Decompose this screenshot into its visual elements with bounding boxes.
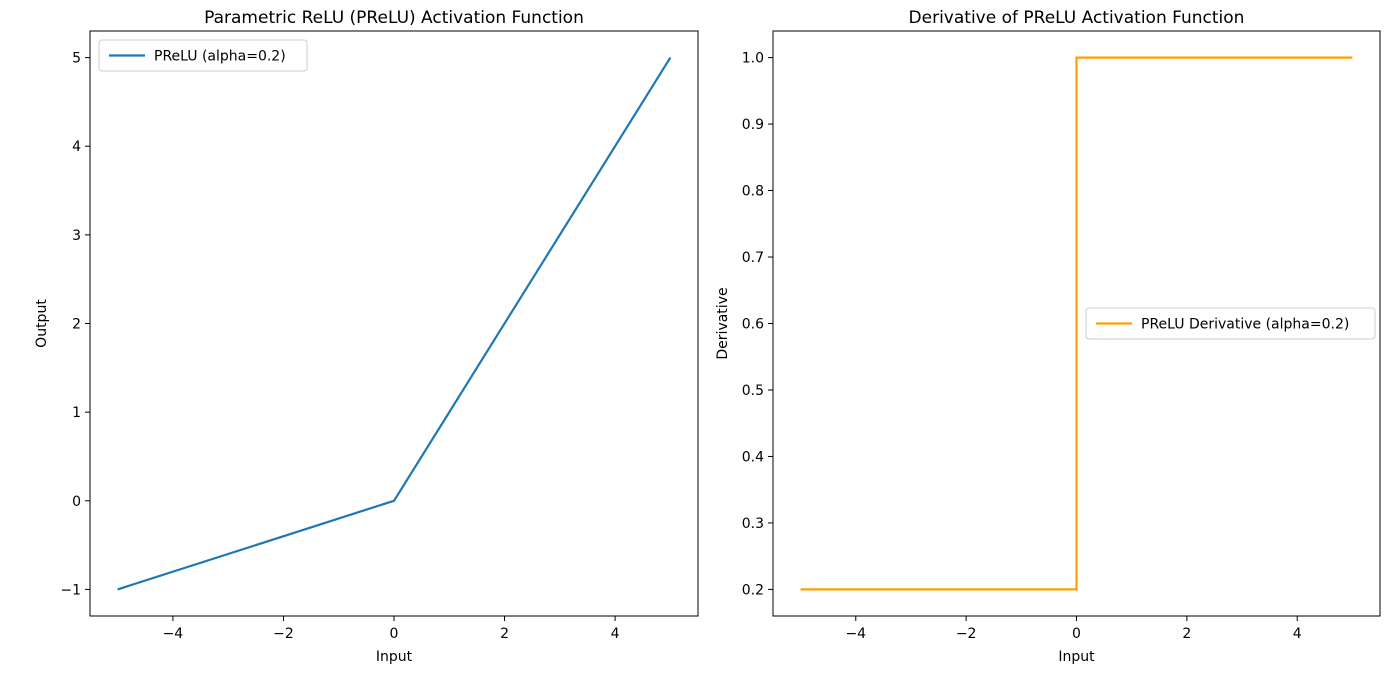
- y-tick-label: 4: [72, 139, 81, 155]
- y-tick-label: 0.2: [742, 582, 764, 598]
- derivative-panel: Derivative of PReLU Activation Function −…: [715, 8, 1381, 665]
- x-tick-label: 2: [500, 626, 509, 642]
- x-tick-label: 0: [390, 626, 399, 642]
- y-tick-label: 0.7: [742, 250, 764, 266]
- y-tick-label: 2: [72, 317, 81, 333]
- y-tick-label: 0.9: [742, 117, 764, 133]
- legend-label: PReLU (alpha=0.2): [154, 49, 286, 65]
- legend-box: [1085, 307, 1376, 340]
- x-axis-label: Input: [376, 649, 413, 665]
- y-tick-label: 0.5: [742, 383, 764, 399]
- x-tick-label: −4: [163, 626, 184, 642]
- prelu-panel: Parametric ReLU (PReLU) Activation Funct…: [34, 8, 699, 665]
- y-tick-label: 0.8: [742, 184, 764, 200]
- y-tick-label: −1: [60, 582, 81, 598]
- x-tick-label: 4: [1293, 626, 1302, 642]
- y-tick-label: 0.6: [742, 317, 764, 333]
- y-tick-label: 1: [72, 405, 81, 421]
- y-axis-label: Derivative: [715, 287, 731, 359]
- y-tick-label: 0: [72, 494, 81, 510]
- y-tick-label: 5: [72, 51, 81, 67]
- x-axis-label: Input: [1058, 649, 1095, 665]
- chart-title: Derivative of PReLU Activation Function: [909, 8, 1245, 28]
- x-tick-label: −2: [956, 626, 977, 642]
- x-tick-label: 0: [1072, 626, 1081, 642]
- legend-label: PReLU Derivative (alpha=0.2): [1141, 317, 1349, 333]
- plot-frame: [89, 30, 699, 617]
- chart-title: Parametric ReLU (PReLU) Activation Funct…: [204, 8, 584, 28]
- legend-box: [98, 39, 308, 72]
- y-tick-label: 0.4: [742, 449, 764, 465]
- x-tick-label: −4: [845, 626, 866, 642]
- x-tick-label: −2: [273, 626, 294, 642]
- x-tick-label: 2: [1182, 626, 1191, 642]
- series-line-0: [800, 56, 1353, 591]
- series-line-0: [117, 57, 672, 591]
- y-tick-label: 3: [72, 228, 81, 244]
- y-tick-label: 0.3: [742, 516, 764, 532]
- y-axis-label: Output: [34, 299, 50, 348]
- x-tick-label: 4: [611, 626, 620, 642]
- y-tick-label: 1.0: [742, 51, 764, 67]
